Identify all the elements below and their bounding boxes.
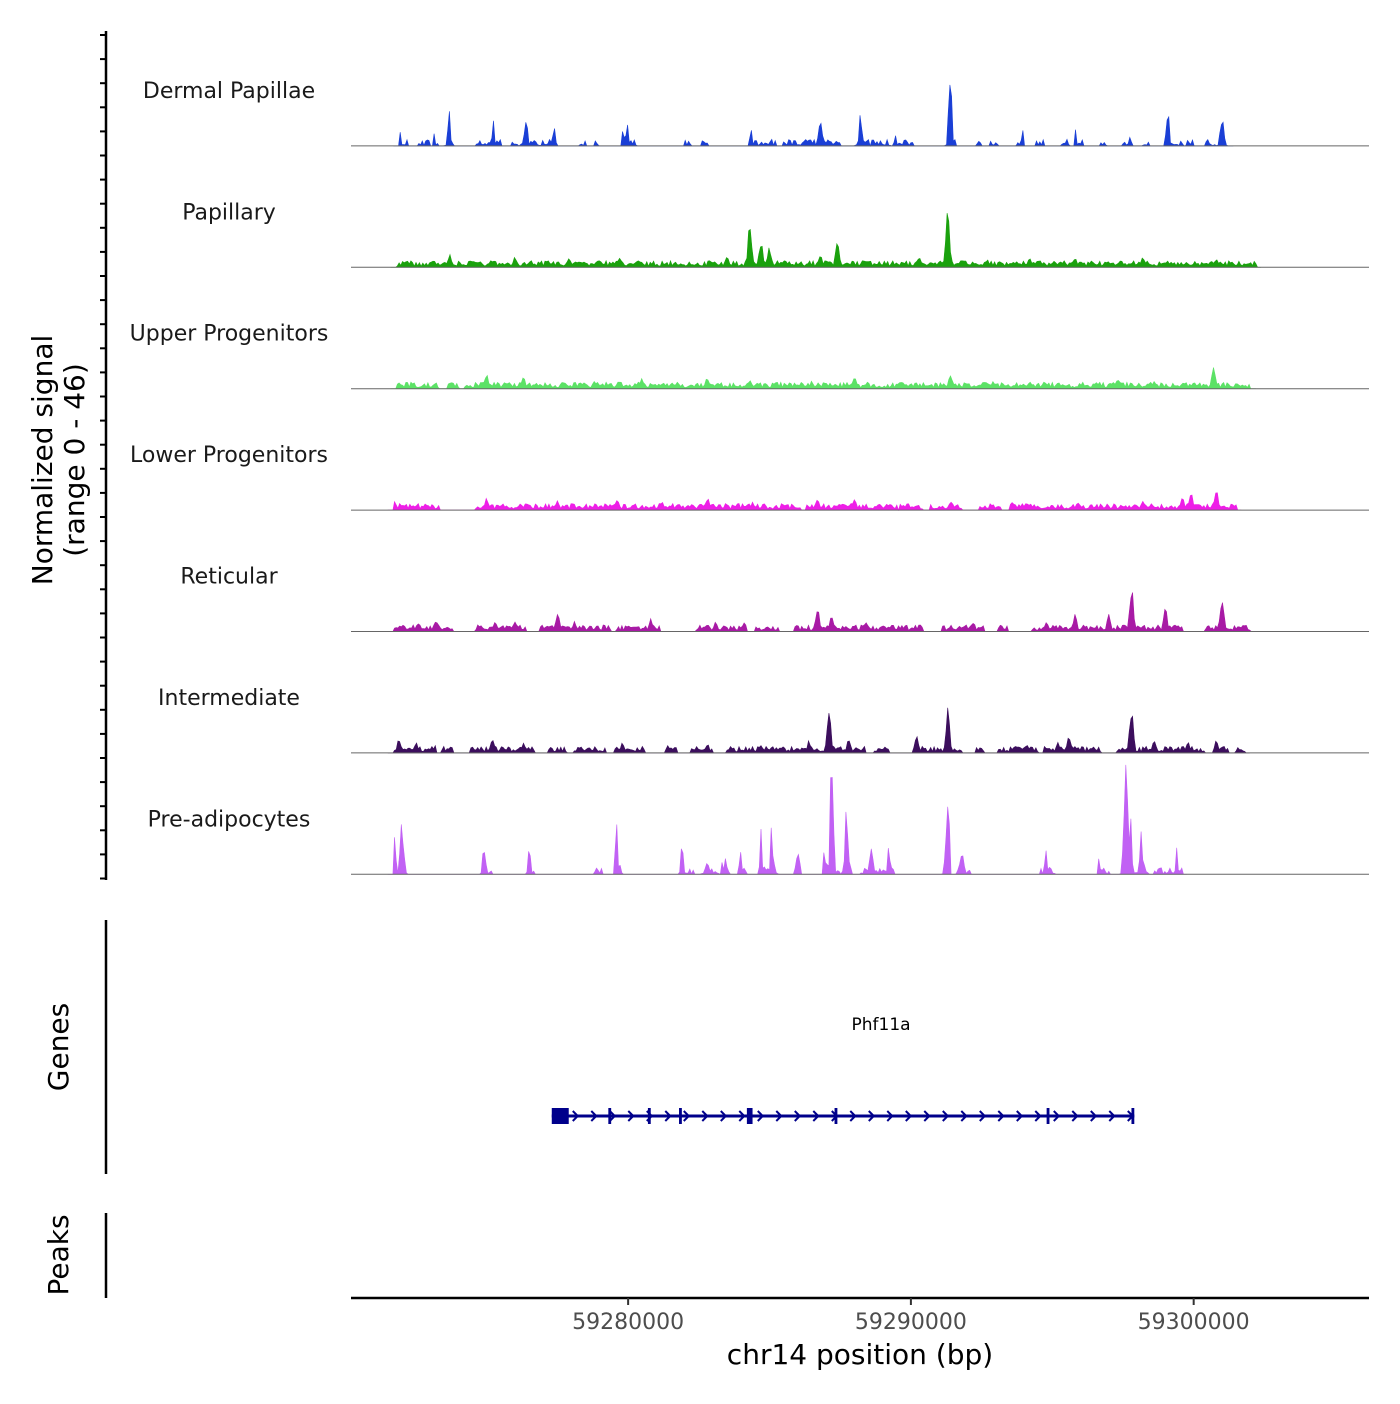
strand-arrow: [923, 1110, 931, 1122]
strand-arrow: [794, 1110, 802, 1122]
coverage-tracks: Dermal Papillae Papillary Upper Progenitor…: [130, 79, 1369, 875]
track-label: Lower Progenitors: [130, 443, 328, 468]
strand-arrow: [812, 1110, 820, 1122]
x-axis-ticks: 59280000 59290000 59300000: [572, 1298, 1250, 1335]
strand-arrow: [1053, 1110, 1061, 1122]
track-dermal-papillae: Dermal Papillae: [143, 79, 1369, 148]
track-label: Upper Progenitors: [130, 322, 329, 347]
track-label: Dermal Papillae: [143, 79, 315, 104]
x-tick-label: 59290000: [855, 1310, 967, 1335]
strand-arrow: [960, 1110, 968, 1122]
x-tick-label: 59300000: [1138, 1310, 1250, 1335]
strand-arrow: [868, 1110, 876, 1122]
track-upper-progenitors: Upper Progenitors: [130, 322, 1369, 390]
strand-arrow: [738, 1110, 746, 1122]
signal-area: [387, 592, 1255, 632]
strand-arrow: [997, 1110, 1005, 1122]
strand-arrow: [1016, 1110, 1024, 1122]
gene-exon: [647, 1108, 651, 1124]
strand-arrow: [1034, 1110, 1042, 1122]
peaks-track-label: Peaks: [42, 1214, 75, 1295]
signal-area: [390, 367, 1256, 389]
strand-arrow: [1108, 1110, 1116, 1122]
strand-arrow: [905, 1110, 913, 1122]
strand-arrow: [664, 1110, 672, 1122]
strand-arrow: [942, 1110, 950, 1122]
gene-exon: [608, 1108, 612, 1124]
strand-arrow: [1071, 1110, 1079, 1122]
strand-arrow: [720, 1110, 728, 1122]
strand-arrow: [775, 1110, 783, 1122]
gene-exon: [679, 1108, 682, 1124]
signal-area: [387, 764, 1187, 875]
strand-arrow: [701, 1110, 709, 1122]
gene-exon: [1046, 1108, 1050, 1124]
gene-exon: [1131, 1108, 1135, 1124]
strand-arrow: [683, 1110, 691, 1122]
track-reticular: Reticular: [180, 565, 1369, 632]
gene-exon: [551, 1108, 569, 1124]
x-tick-label: 59280000: [572, 1310, 684, 1335]
gene-label: Phf11a: [852, 1015, 911, 1035]
y-axis-label-line2: (range 0 - 46): [58, 363, 91, 557]
strand-arrow: [849, 1110, 857, 1122]
y-axis-label-line1: Normalized signal: [26, 335, 59, 586]
track-intermediate: Intermediate: [158, 686, 1369, 754]
x-axis-label: chr14 position (bp): [727, 1338, 993, 1371]
track-papillary: Papillary: [182, 200, 1369, 268]
signal-area: [390, 213, 1261, 268]
strand-arrow: [572, 1110, 580, 1122]
track-label: Pre-adipocytes: [148, 807, 311, 832]
track-pre-adipocytes: Pre-adipocytes: [148, 764, 1369, 875]
gene-exon: [834, 1108, 838, 1124]
gene-track: Phf11a: [551, 1015, 1135, 1124]
strand-arrow: [609, 1110, 617, 1122]
strand-arrow: [627, 1110, 635, 1122]
gene-exon: [746, 1108, 753, 1124]
genes-track-label: Genes: [42, 1003, 75, 1091]
strand-arrow: [590, 1110, 598, 1122]
track-lower-progenitors: Lower Progenitors: [130, 443, 1369, 512]
signal-area: [387, 707, 1250, 754]
track-label: Intermediate: [158, 686, 300, 711]
strand-arrow: [757, 1110, 765, 1122]
strand-arrow: [979, 1110, 987, 1122]
track-label: Reticular: [180, 565, 278, 590]
signal-area: [393, 84, 1234, 148]
gene-phf11a: Phf11a: [551, 1015, 1135, 1124]
strand-arrow: [1090, 1110, 1098, 1122]
strand-arrow: [886, 1110, 894, 1122]
signal-area: [387, 492, 1242, 512]
track-label: Papillary: [182, 200, 276, 225]
